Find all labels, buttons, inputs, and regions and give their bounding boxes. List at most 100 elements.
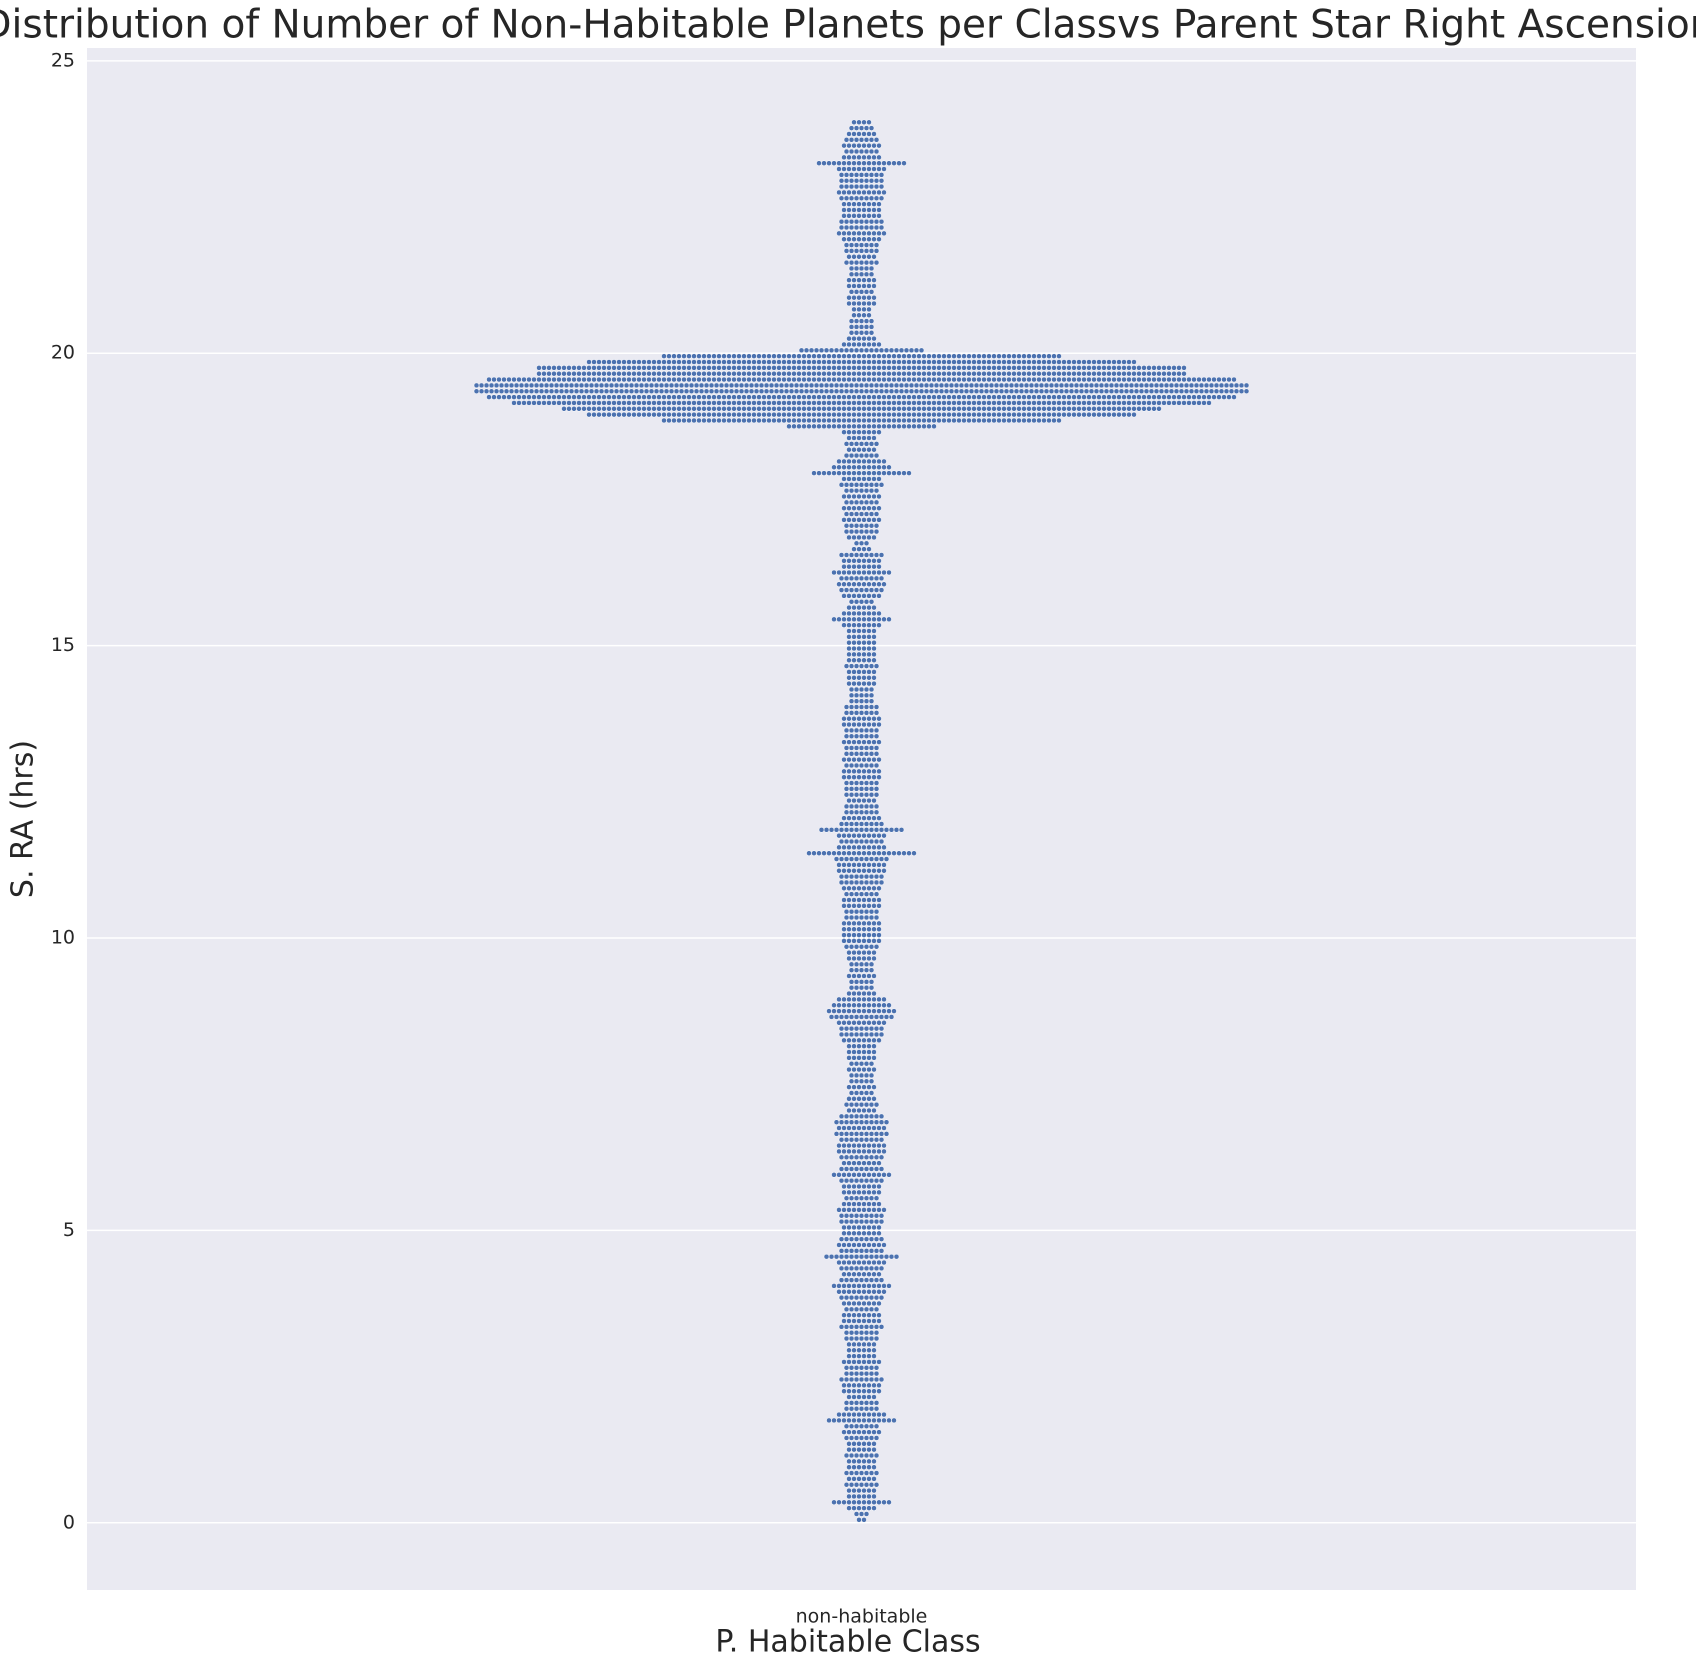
point [851, 435, 857, 441]
swarm-row [838, 224, 885, 231]
point [861, 417, 867, 424]
point [493, 388, 500, 395]
swarm-row [846, 990, 877, 997]
point [866, 1394, 872, 1400]
point [851, 1493, 857, 1500]
point [868, 727, 875, 734]
point [541, 370, 547, 377]
point [873, 1481, 880, 1488]
point [866, 277, 872, 283]
point [781, 411, 787, 418]
point [846, 651, 852, 658]
swarm-row [838, 1265, 885, 1272]
point [868, 172, 875, 178]
swarm-row [841, 517, 882, 523]
point [856, 166, 862, 172]
point [851, 1055, 857, 1061]
point [543, 388, 550, 395]
point [906, 470, 912, 476]
point [696, 406, 702, 412]
point [866, 154, 872, 161]
point [848, 482, 855, 488]
point [876, 1312, 882, 1318]
point [841, 423, 847, 430]
point [881, 417, 887, 424]
swarm-row [836, 1259, 887, 1266]
point [661, 406, 667, 412]
point [656, 406, 662, 412]
point [851, 1446, 857, 1453]
point [863, 248, 870, 254]
point [593, 382, 600, 389]
point [841, 1207, 847, 1213]
point [878, 821, 885, 827]
point [901, 423, 907, 430]
point [616, 370, 622, 377]
point [801, 406, 807, 412]
point [916, 365, 922, 371]
point [1076, 376, 1082, 383]
point [1203, 382, 1210, 389]
point [681, 353, 687, 359]
point [881, 400, 887, 406]
point [873, 224, 880, 231]
point [873, 1423, 880, 1430]
point [861, 581, 867, 587]
point [981, 406, 987, 412]
point [941, 370, 947, 377]
point [666, 394, 672, 400]
point [843, 944, 850, 950]
point [806, 850, 812, 856]
point [681, 359, 687, 365]
swarm-row [846, 680, 877, 687]
point [868, 1329, 875, 1336]
point [1071, 370, 1077, 377]
point [861, 634, 867, 640]
point [1128, 388, 1135, 395]
point [591, 359, 597, 365]
point [596, 394, 602, 400]
point [846, 1207, 852, 1213]
point [826, 1417, 832, 1424]
point [518, 382, 525, 389]
point [853, 1423, 860, 1430]
point [858, 856, 865, 862]
point [843, 195, 850, 202]
point [846, 353, 852, 359]
point [858, 218, 865, 225]
point [868, 599, 875, 605]
point [841, 1160, 847, 1166]
point [868, 347, 875, 354]
point [863, 347, 870, 354]
point [856, 1020, 862, 1026]
point [716, 400, 722, 406]
point [571, 370, 577, 377]
point [891, 359, 897, 365]
point [861, 1353, 867, 1359]
point [841, 1312, 847, 1318]
point [846, 1300, 852, 1307]
point [721, 370, 727, 377]
point [846, 464, 852, 471]
point [691, 376, 697, 383]
point [783, 388, 790, 395]
point [843, 511, 850, 517]
point [848, 1136, 855, 1143]
point [843, 791, 850, 798]
point [873, 248, 880, 254]
point [863, 382, 870, 389]
point [791, 406, 797, 412]
point [751, 417, 757, 424]
swarm-row [843, 242, 880, 248]
point [841, 815, 847, 821]
point [621, 376, 627, 383]
point [851, 920, 857, 927]
point [686, 365, 692, 371]
point [1111, 365, 1117, 371]
point [836, 189, 842, 196]
point [863, 967, 870, 973]
point [1046, 370, 1052, 377]
point [583, 382, 590, 389]
point [868, 821, 875, 827]
point [846, 359, 852, 365]
